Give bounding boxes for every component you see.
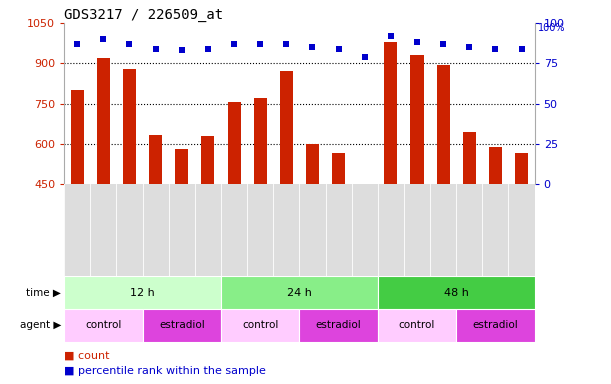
Text: control: control (85, 320, 122, 331)
Text: ■ percentile rank within the sample: ■ percentile rank within the sample (64, 366, 266, 376)
Point (282, 41, 291, 47)
Text: control: control (242, 320, 279, 331)
Bar (332, 153, 345, 184)
Point (491, 46, 500, 52)
Text: estradiol: estradiol (159, 320, 205, 331)
Text: agent ▶: agent ▶ (20, 320, 61, 331)
Bar (306, 144, 319, 184)
Text: ■ count: ■ count (64, 350, 109, 360)
Point (386, 33, 396, 39)
Bar (384, 42, 397, 184)
Point (464, 44, 474, 50)
Bar (149, 135, 162, 184)
Point (98, 36, 108, 42)
Bar (378, 276, 535, 309)
Bar (142, 309, 221, 342)
Text: time ▶: time ▶ (26, 288, 61, 298)
Point (229, 41, 239, 47)
Bar (221, 276, 378, 309)
Bar (202, 136, 214, 184)
Bar (463, 132, 476, 184)
Point (125, 41, 134, 47)
Bar (175, 149, 188, 184)
Bar (254, 98, 267, 184)
Bar (71, 90, 84, 184)
Text: GDS3217 / 226509_at: GDS3217 / 226509_at (64, 8, 223, 22)
Point (203, 46, 213, 52)
Point (412, 39, 422, 45)
Bar (489, 147, 502, 184)
Text: 100%: 100% (538, 23, 565, 33)
Point (255, 41, 265, 47)
Bar (97, 58, 110, 184)
Bar (64, 276, 221, 309)
Text: 24 h: 24 h (287, 288, 312, 298)
Text: control: control (399, 320, 435, 331)
Point (438, 41, 448, 47)
Point (517, 46, 527, 52)
Bar (411, 55, 423, 184)
Point (151, 46, 161, 52)
Bar (280, 71, 293, 184)
Bar (221, 309, 299, 342)
Text: 48 h: 48 h (444, 288, 469, 298)
Bar (64, 309, 142, 342)
Text: estradiol: estradiol (316, 320, 362, 331)
Bar (378, 309, 456, 342)
Point (334, 46, 343, 52)
Point (307, 44, 317, 50)
Text: estradiol: estradiol (472, 320, 518, 331)
Bar (227, 103, 241, 184)
Bar (515, 153, 528, 184)
Bar (456, 309, 535, 342)
Bar (299, 309, 378, 342)
Point (177, 47, 187, 53)
Bar (437, 65, 450, 184)
Text: 12 h: 12 h (130, 288, 155, 298)
Point (72, 41, 82, 47)
Point (360, 54, 370, 60)
Bar (123, 69, 136, 184)
